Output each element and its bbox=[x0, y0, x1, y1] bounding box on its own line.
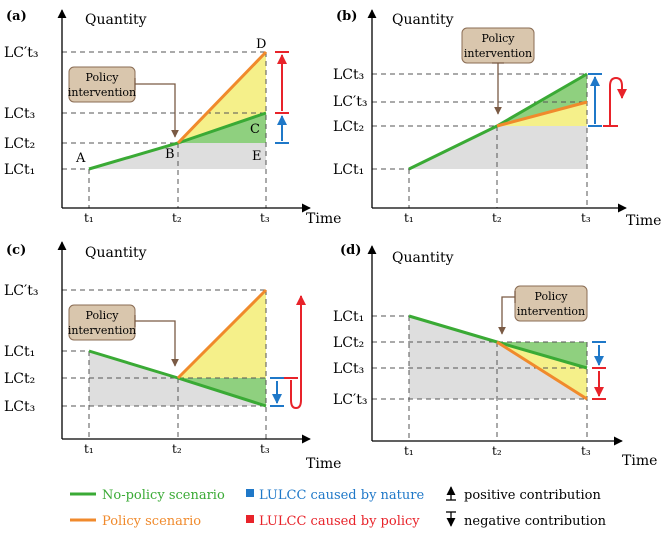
policy-line bbox=[176, 288, 268, 380]
legend: No-policy scenario Policy scenario LULCC… bbox=[70, 486, 607, 529]
y-axis-title: Quantity bbox=[85, 12, 147, 28]
gray-region bbox=[409, 316, 587, 399]
legend-negative: negative contribution bbox=[464, 514, 607, 529]
by-policy-swatch bbox=[246, 515, 254, 523]
x-tick: t₃ bbox=[581, 211, 591, 225]
gray-region bbox=[409, 126, 587, 169]
guide-lines bbox=[372, 315, 588, 441]
y-label: LCt₃ bbox=[333, 67, 364, 83]
y-axis-title: Quantity bbox=[85, 245, 147, 261]
blue-contribution-arrow bbox=[270, 377, 284, 407]
y-label: LCt₃ bbox=[333, 361, 364, 377]
blue-contribution-arrow bbox=[588, 73, 602, 127]
x-axis-title: Time bbox=[622, 453, 657, 469]
nature-swatch bbox=[246, 489, 254, 497]
red-contribution-arrow bbox=[603, 76, 627, 127]
y-label: LCt₂ bbox=[4, 136, 35, 152]
y-label: LCt₁ bbox=[333, 162, 364, 178]
y-label: LCt₂ bbox=[333, 335, 364, 351]
x-tick: t₁ bbox=[84, 211, 94, 225]
x-tick: t₁ bbox=[404, 211, 414, 225]
y-label: LCt₂ bbox=[4, 371, 35, 387]
x-tick: t₁ bbox=[404, 444, 414, 458]
positive-arrow-icon bbox=[446, 486, 456, 501]
x-tick: t₁ bbox=[84, 442, 94, 456]
y-label: LCt₁ bbox=[4, 344, 35, 360]
policy-label: intervention bbox=[517, 305, 585, 318]
policy-pointer-arrow bbox=[135, 83, 179, 138]
x-tick: t₂ bbox=[172, 211, 182, 225]
legend-no-policy: No-policy scenario bbox=[102, 488, 225, 503]
panel-b: (b) Quantity LCt₃ LC′t₃ LCt₂ LCt₁ t₁ t₂ … bbox=[333, 9, 661, 229]
policy-line bbox=[496, 340, 588, 401]
policy-label: Policy bbox=[86, 309, 120, 322]
policy-label: intervention bbox=[464, 47, 532, 60]
blue-contribution-arrow bbox=[275, 112, 289, 144]
negative-arrow-icon bbox=[446, 511, 456, 527]
panel-tag: (a) bbox=[6, 9, 27, 24]
legend-by-policy: LULCC caused by policy bbox=[259, 514, 420, 529]
point-label: D bbox=[256, 37, 266, 52]
x-tick: t₃ bbox=[581, 444, 591, 458]
policy-label: intervention bbox=[68, 86, 136, 99]
x-tick: t₃ bbox=[260, 442, 270, 456]
policy-label: intervention bbox=[68, 324, 136, 337]
policy-pointer-arrow bbox=[135, 320, 179, 367]
red-contribution-arrow bbox=[275, 51, 289, 114]
point-label: C bbox=[250, 122, 260, 137]
y-label: LC′t₃ bbox=[4, 283, 38, 299]
policy-line bbox=[496, 100, 588, 128]
panel-a: (a) Quantity LC′t₃ LCt₃ LCt₂ LCt₁ t₁ t₂ … bbox=[4, 9, 341, 227]
policy-label: Policy bbox=[86, 71, 120, 84]
y-label: LCt₃ bbox=[4, 399, 35, 415]
panel-tag: (b) bbox=[336, 9, 357, 24]
policy-line bbox=[176, 50, 268, 145]
point-label: A bbox=[75, 151, 86, 166]
point-label: E bbox=[252, 149, 262, 164]
y-label: LCt₁ bbox=[4, 162, 35, 178]
legend-nature: LULCC caused by nature bbox=[259, 488, 424, 503]
y-label: LC′t₃ bbox=[333, 392, 367, 408]
policy-label: Policy bbox=[535, 290, 569, 303]
x-tick: t₂ bbox=[492, 211, 502, 225]
guide-lines bbox=[372, 73, 588, 208]
y-label: LC′t₃ bbox=[333, 94, 367, 110]
guide-lines bbox=[62, 51, 267, 208]
y-axis-title: Quantity bbox=[392, 250, 454, 266]
blue-contribution-arrow bbox=[592, 341, 606, 369]
red-contribution-arrow bbox=[592, 367, 606, 400]
policy-pointer-arrow bbox=[498, 296, 515, 335]
x-axis-title: Time bbox=[306, 211, 341, 227]
legend-policy: Policy scenario bbox=[102, 514, 201, 529]
x-axis-title: Time bbox=[626, 213, 661, 229]
x-tick: t₃ bbox=[260, 211, 270, 225]
x-tick: t₂ bbox=[492, 444, 502, 458]
panel-tag: (c) bbox=[6, 243, 26, 258]
x-tick: t₂ bbox=[172, 442, 182, 456]
policy-label: Policy bbox=[482, 32, 516, 45]
y-label: LCt₂ bbox=[333, 119, 364, 135]
y-label: LCt₁ bbox=[333, 309, 364, 325]
x-axis-title: Time bbox=[306, 456, 341, 472]
point-label: B bbox=[165, 147, 175, 162]
guide-lines bbox=[62, 289, 267, 439]
y-label: LC′t₃ bbox=[4, 45, 38, 61]
y-axis-title: Quantity bbox=[392, 12, 454, 28]
panel-c: (c) Quantity LC′t₃ LCt₁ LCt₂ LCt₃ t₁ t₂ … bbox=[4, 241, 341, 472]
panel-d: (d) Quantity LCt₁ LCt₂ LCt₃ LC′t₃ t₁ t₂ … bbox=[333, 243, 657, 469]
policy-intervention-box bbox=[514, 285, 588, 322]
red-contribution-arrow bbox=[284, 295, 306, 410]
legend-positive: positive contribution bbox=[464, 488, 602, 503]
y-label: LCt₃ bbox=[4, 106, 35, 122]
panel-tag: (d) bbox=[340, 243, 361, 258]
